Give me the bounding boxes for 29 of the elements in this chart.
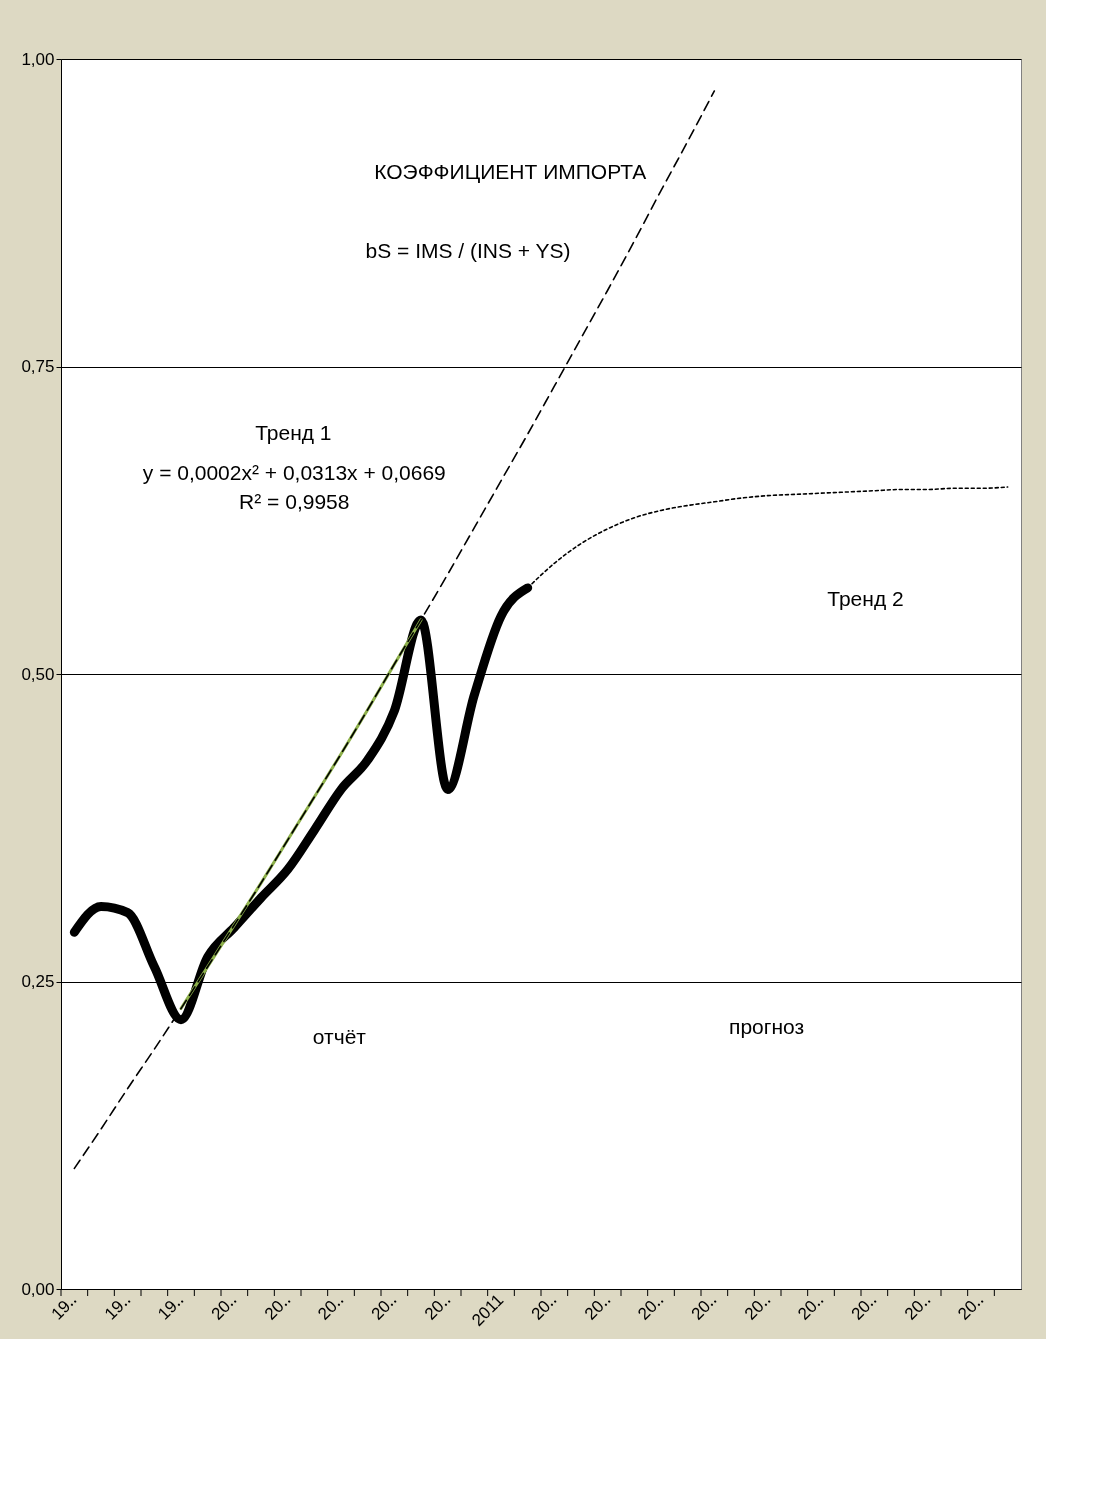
x-tick-label: 20‥ bbox=[314, 1290, 348, 1324]
annotation: отчёт bbox=[312, 1025, 367, 1049]
x-tick-label: 20‥ bbox=[580, 1290, 615, 1324]
x-tick-label: 20‥ bbox=[687, 1290, 721, 1324]
annotation: КОЭФФИЦИЕНТ ИМПОРТА bbox=[374, 160, 647, 184]
y-tick-label: 0,25 bbox=[21, 972, 55, 991]
x-tick-label: 20‥ bbox=[794, 1290, 828, 1324]
x-tick-label: 19‥ bbox=[100, 1290, 135, 1324]
annotation: Тренд 2 bbox=[827, 587, 904, 611]
y-tick-label: 0,50 bbox=[21, 664, 55, 684]
x-tick-label: 20‥ bbox=[367, 1290, 401, 1324]
x-tick-label: 20‥ bbox=[207, 1290, 241, 1324]
x-tick-label: 20‥ bbox=[740, 1290, 775, 1324]
x-tick-label: 20‥ bbox=[420, 1290, 455, 1324]
annotation: y = 0,0002x² + 0,0313x + 0,0669 bbox=[142, 460, 446, 484]
annotation: R² = 0,9958 bbox=[239, 490, 350, 514]
x-tick-label: 20‥ bbox=[527, 1290, 561, 1324]
x-tick-label: 20‥ bbox=[634, 1290, 668, 1324]
y-tick-label: 0,75 bbox=[21, 357, 55, 376]
y-tick-label: 0,00 bbox=[21, 1279, 55, 1299]
x-tick-label: 20‥ bbox=[847, 1290, 881, 1324]
annotation: Тренд 1 bbox=[255, 421, 332, 445]
x-tick-label: 19‥ bbox=[154, 1290, 188, 1324]
annotation: прогноз bbox=[729, 1015, 805, 1039]
annotation: bS = IMS / (INS + YS) bbox=[365, 239, 571, 263]
y-tick-label: 1,00 bbox=[21, 49, 55, 69]
x-tick-label: 20‥ bbox=[900, 1290, 935, 1324]
x-tick-label: 20‥ bbox=[954, 1290, 988, 1324]
x-tick-label: 20‥ bbox=[260, 1290, 295, 1324]
